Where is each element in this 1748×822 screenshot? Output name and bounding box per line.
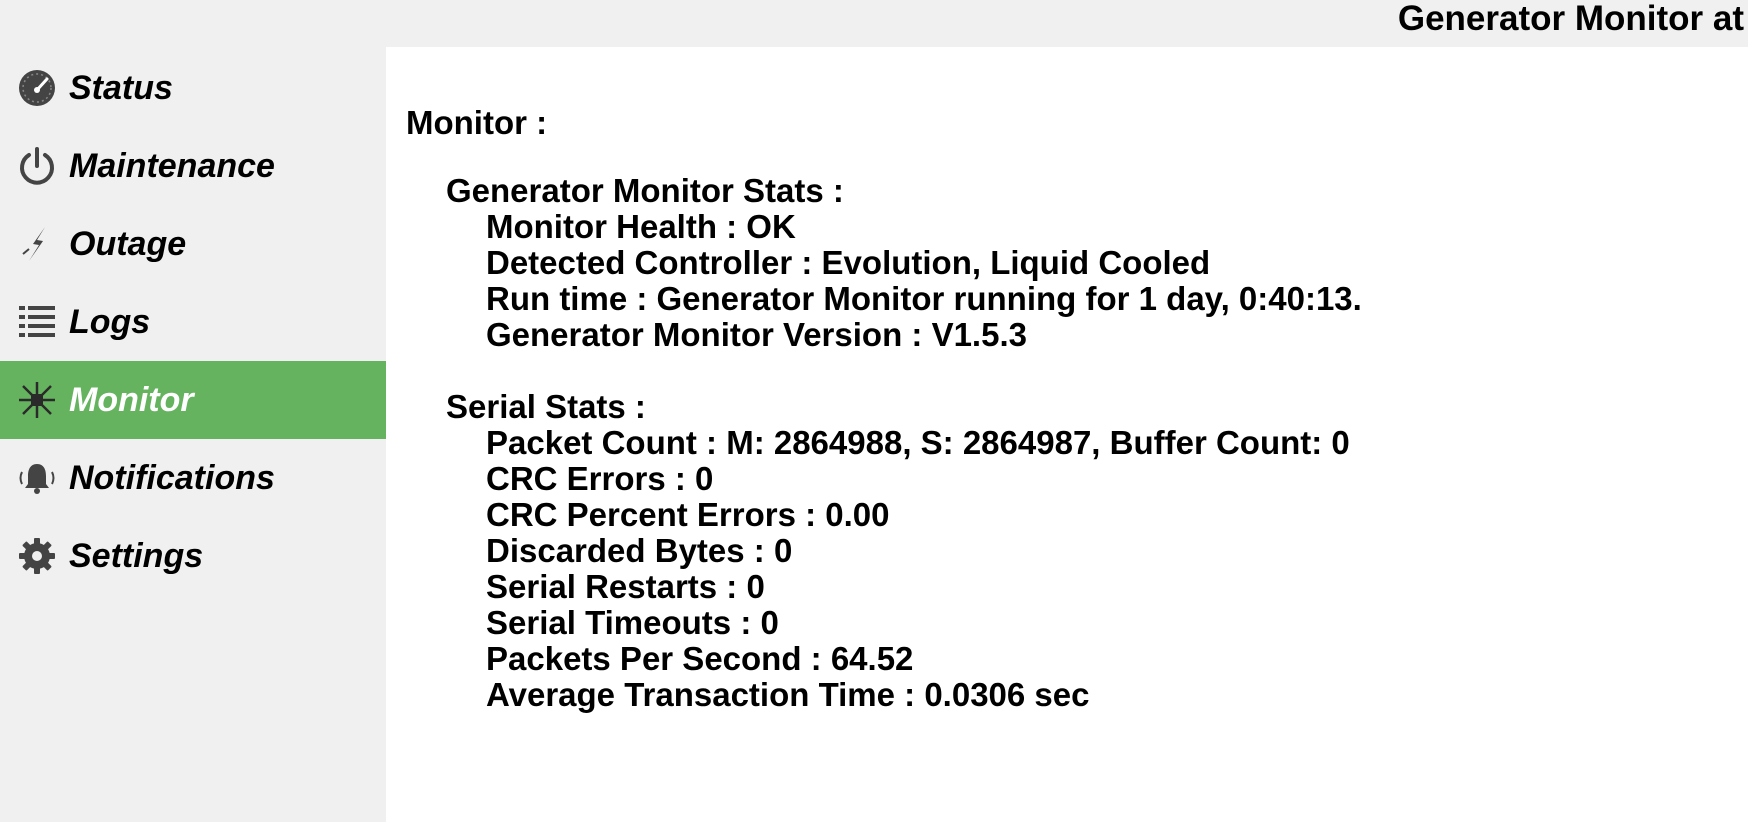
sidebar-item-label: Monitor <box>69 381 194 419</box>
group-title: Serial Stats : <box>446 388 646 425</box>
list-icon <box>16 301 58 343</box>
stat-discarded-bytes: Discarded Bytes : 0 <box>486 532 793 569</box>
power-icon <box>16 145 58 187</box>
stat-crc-percent-errors: CRC Percent Errors : 0.00 <box>486 496 890 533</box>
main-content: Monitor : Generator Monitor Stats : Moni… <box>386 47 1748 822</box>
sidebar-item-settings[interactable]: Settings <box>0 517 386 595</box>
sidebar-item-monitor[interactable]: Monitor <box>0 361 386 439</box>
section-title: Monitor : <box>406 104 548 141</box>
group-title: Generator Monitor Stats : <box>446 172 844 209</box>
sidebar-nav: Status Maintenance Outage <box>0 47 386 822</box>
stat-detected-controller: Detected Controller : Evolution, Liquid … <box>486 244 1211 281</box>
stat-run-time: Run time : Generator Monitor running for… <box>486 280 1362 317</box>
serial-stats: Serial Stats : Packet Count : M: 2864988… <box>446 389 1350 713</box>
stat-version: Generator Monitor Version : V1.5.3 <box>486 316 1027 353</box>
stat-crc-errors: CRC Errors : 0 <box>486 460 714 497</box>
stat-average-transaction-time: Average Transaction Time : 0.0306 sec <box>486 676 1090 713</box>
bell-ringing-icon <box>16 457 58 499</box>
header-bar: Generator Monitor at <box>0 0 1748 47</box>
stat-packet-count: Packet Count : M: 2864988, S: 2864987, B… <box>486 424 1350 461</box>
sidebar-item-label: Logs <box>69 303 151 341</box>
dashboard-gauge-icon <box>16 67 58 109</box>
sidebar-item-status[interactable]: Status <box>0 49 386 127</box>
stat-serial-timeouts: Serial Timeouts : 0 <box>486 604 779 641</box>
stat-monitor-health: Monitor Health : OK <box>486 208 796 245</box>
lightning-bolt-icon <box>16 223 58 265</box>
generator-monitor-stats: Generator Monitor Stats : Monitor Health… <box>446 173 1362 353</box>
stat-serial-restarts: Serial Restarts : 0 <box>486 568 765 605</box>
sidebar-item-notifications[interactable]: Notifications <box>0 439 386 517</box>
sidebar-item-label: Maintenance <box>69 147 275 185</box>
sidebar-item-label: Notifications <box>69 459 275 497</box>
sidebar-item-logs[interactable]: Logs <box>0 283 386 361</box>
sidebar-item-label: Outage <box>69 225 187 263</box>
gear-icon <box>16 535 58 577</box>
sidebar-item-label: Status <box>69 69 173 107</box>
network-hub-icon <box>16 379 58 421</box>
sidebar-item-label: Settings <box>69 537 204 575</box>
sidebar-item-maintenance[interactable]: Maintenance <box>0 127 386 205</box>
page-title: Generator Monitor at <box>1397 0 1744 38</box>
sidebar-item-outage[interactable]: Outage <box>0 205 386 283</box>
stat-packets-per-second: Packets Per Second : 64.52 <box>486 640 914 677</box>
